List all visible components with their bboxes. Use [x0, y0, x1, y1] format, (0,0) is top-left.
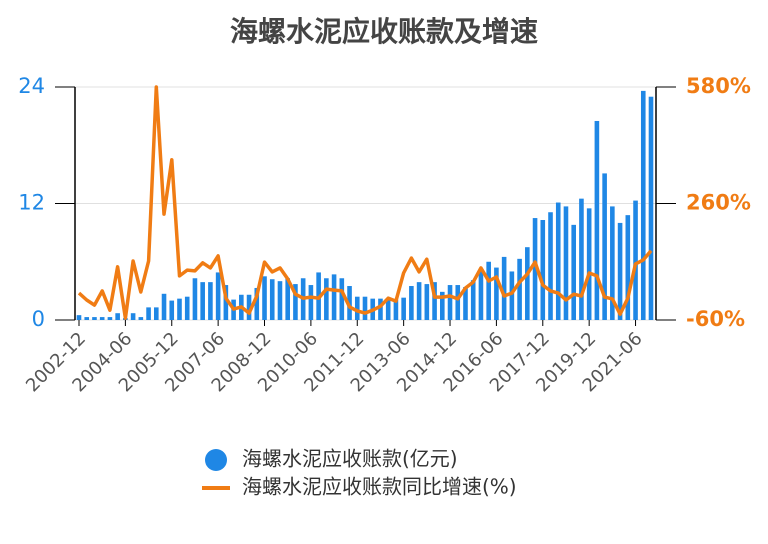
- bar: [517, 258, 522, 320]
- bar: [463, 286, 468, 320]
- bar: [470, 280, 476, 320]
- bar: [378, 298, 383, 320]
- bar: [146, 307, 151, 320]
- bar: [200, 282, 205, 320]
- bar: [416, 282, 422, 320]
- y-tick-label: 24: [18, 74, 45, 98]
- bar: [509, 271, 515, 320]
- bar: [269, 279, 275, 320]
- bar: [586, 208, 592, 320]
- chart-title: 海螺水泥应收账款及增速: [230, 15, 538, 48]
- bar: [486, 261, 491, 320]
- bar: [540, 220, 546, 320]
- bar: [401, 297, 406, 320]
- bar: [625, 215, 631, 320]
- y2-tick-label: 260%: [686, 191, 751, 215]
- bar: [563, 206, 569, 320]
- bar: [223, 285, 229, 320]
- bar: [617, 222, 623, 320]
- line: [77, 85, 653, 320]
- bar: [447, 285, 453, 320]
- bar: [432, 282, 437, 320]
- bar: [548, 212, 553, 320]
- bar: [215, 272, 221, 320]
- bar: [439, 291, 445, 320]
- bar: [362, 296, 368, 320]
- bar: [84, 317, 90, 320]
- bar: [339, 278, 345, 320]
- bar: [610, 206, 615, 320]
- y2-tick-label: -60%: [686, 307, 745, 331]
- bar: [277, 281, 283, 320]
- bar: [138, 317, 144, 320]
- bar: [501, 256, 507, 320]
- bar: [324, 278, 329, 320]
- bar: [99, 317, 105, 320]
- bar: [555, 202, 561, 320]
- bar: [478, 268, 484, 320]
- bar: [115, 313, 120, 320]
- bar: [161, 293, 167, 320]
- legend-label: 海螺水泥应收账款同比增速(%): [242, 475, 517, 499]
- bar: [633, 200, 638, 320]
- bar: [169, 300, 175, 320]
- bar: [177, 298, 182, 320]
- bar: [246, 294, 252, 320]
- bar: [579, 198, 584, 320]
- bar: [76, 315, 82, 320]
- y-tick-label: 12: [18, 191, 45, 215]
- bar: [192, 278, 198, 320]
- bar: [308, 285, 314, 320]
- y-tick-label: 0: [32, 307, 45, 331]
- bar: [331, 274, 337, 320]
- bar: [602, 173, 607, 320]
- bar: [393, 299, 399, 320]
- bar: [571, 224, 577, 320]
- bar: [354, 296, 360, 320]
- bar: [385, 298, 391, 320]
- bar: [184, 296, 190, 320]
- bar: [640, 90, 646, 320]
- bar: [409, 286, 414, 320]
- bar: [208, 282, 213, 320]
- bar: [532, 218, 538, 320]
- bar: [594, 120, 600, 321]
- bar: [525, 247, 530, 320]
- bar: [153, 307, 159, 320]
- y2-tick-label: 580%: [686, 74, 751, 98]
- bar: [648, 96, 654, 320]
- bar: [254, 287, 260, 320]
- bar: [494, 267, 499, 320]
- legend-label: 海螺水泥应收账款(亿元): [242, 447, 458, 471]
- bar: [424, 284, 430, 320]
- bar: [130, 313, 136, 320]
- bar: [455, 285, 461, 320]
- bar: [285, 278, 291, 320]
- legend-marker: [205, 449, 227, 471]
- bar: [293, 284, 298, 320]
- bar: [107, 317, 113, 320]
- bar: [262, 276, 267, 320]
- bar: [92, 317, 97, 320]
